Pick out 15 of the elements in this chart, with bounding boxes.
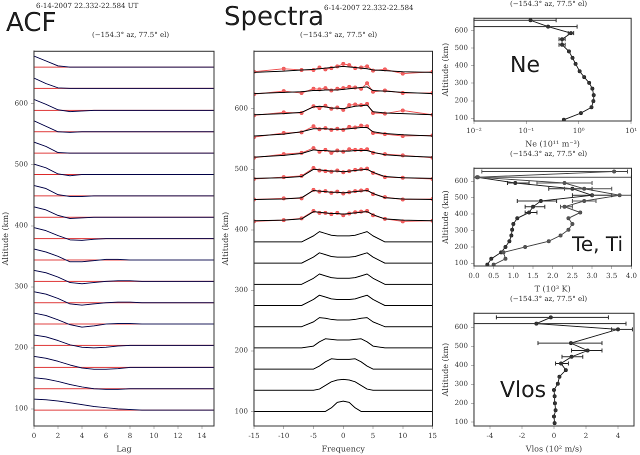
y-axis-title: Altitude (km)	[440, 42, 450, 98]
x-axis-title: Ne (10¹¹ m⁻³)	[525, 139, 580, 148]
y-axis-title: Altitude (km)	[220, 212, 230, 266]
text: Ne	[510, 53, 540, 78]
x-axis-title: Vlos (10² m/s)	[524, 444, 582, 454]
y-axis-title: Altitude (km)	[440, 190, 450, 245]
x-axis-title: Frequency	[322, 444, 366, 454]
chart-title: Spectra	[224, 2, 324, 32]
y-axis-title: Altitude (km)	[0, 212, 10, 266]
text: Vlos	[500, 378, 546, 403]
text: Te, Ti	[572, 232, 623, 256]
x-axis-title: T (10³ K)	[534, 284, 571, 294]
y-axis-title: Altitude (km)	[440, 342, 450, 398]
chart-title: ACF	[6, 8, 56, 38]
x-axis-title: Lag	[116, 444, 132, 454]
